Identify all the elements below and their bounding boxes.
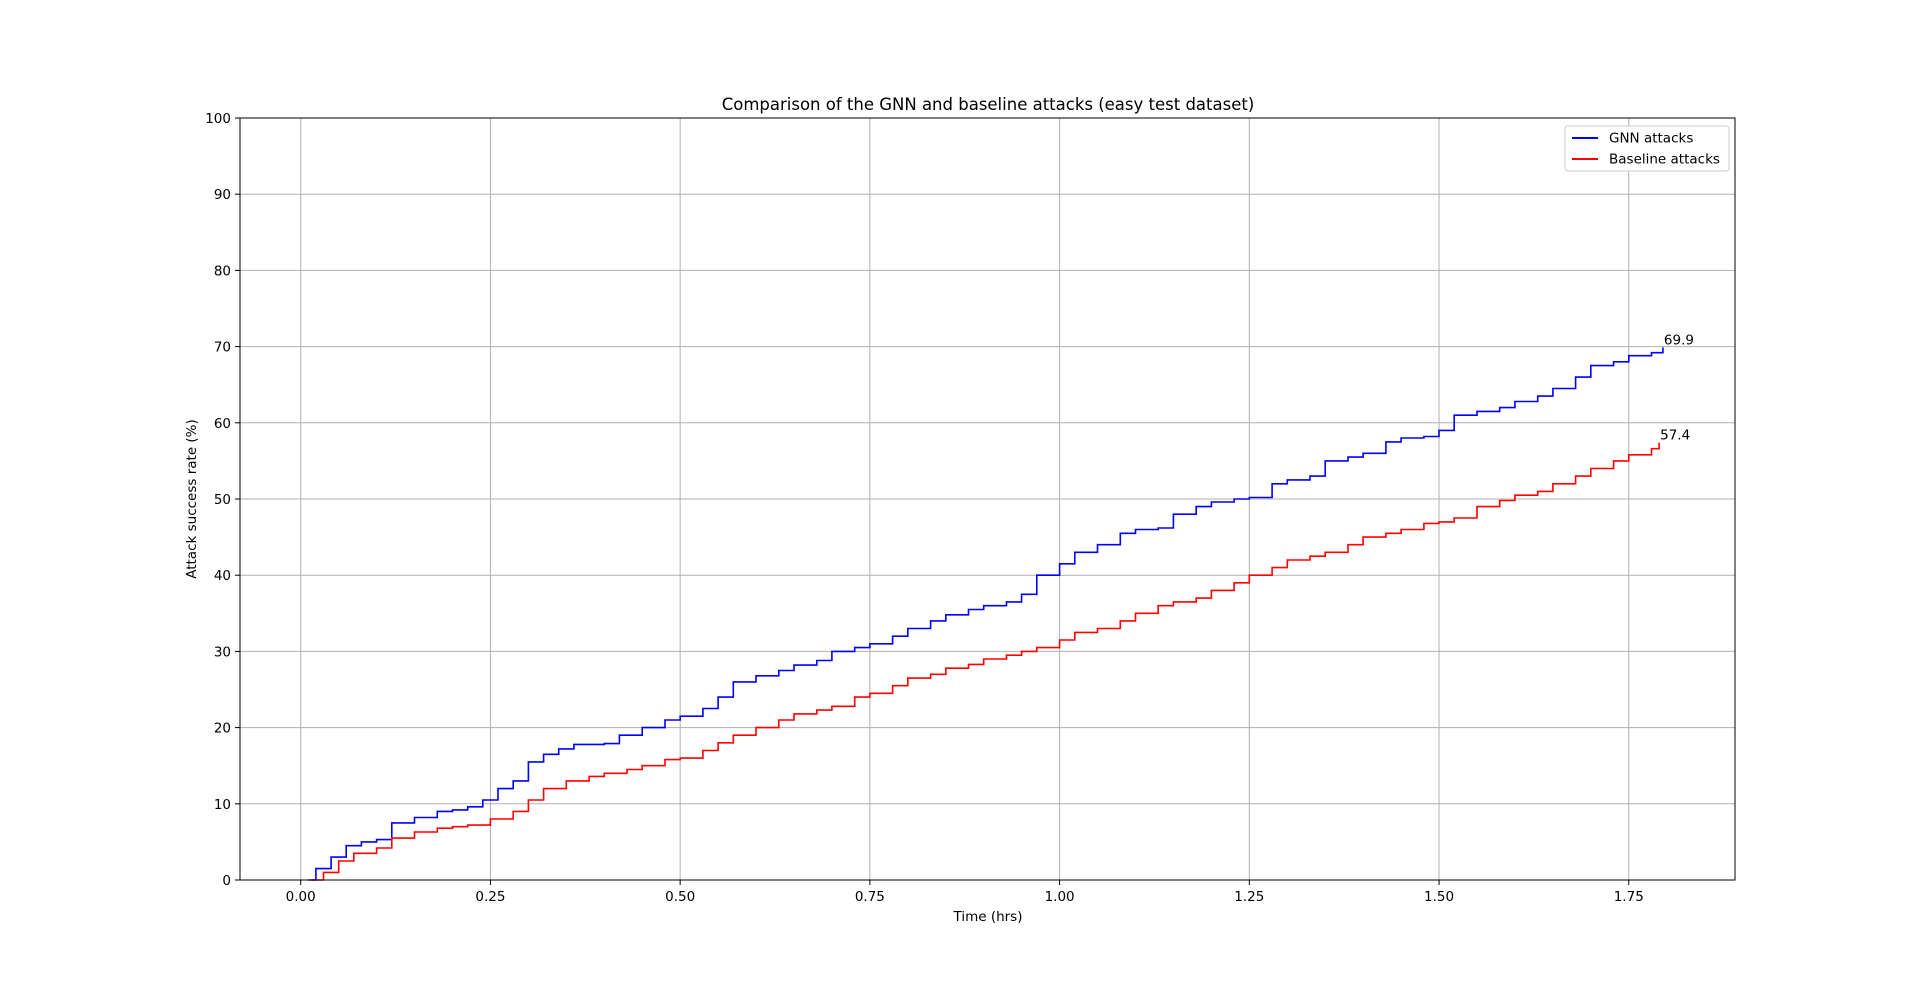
series-layer	[308, 347, 1664, 881]
x-tick-label: 0.25	[475, 889, 505, 905]
y-tick-label: 50	[214, 492, 231, 508]
legend-label-baseline: Baseline attacks	[1609, 152, 1720, 168]
y-tick-label: 70	[214, 340, 231, 356]
series-line-baseline	[312, 442, 1660, 881]
legend: GNN attacks Baseline attacks	[1564, 125, 1730, 172]
series-end-label-baseline: 57.4	[1660, 428, 1690, 444]
y-tick-label: 20	[214, 721, 231, 737]
y-tick-label: 40	[214, 568, 231, 584]
chart-title: Comparison of the GNN and baseline attac…	[722, 95, 1255, 114]
y-axis-label: Attack success rate (%)	[184, 419, 200, 579]
x-tick-label: 1.75	[1614, 889, 1644, 905]
y-tick-label: 0	[222, 873, 231, 889]
x-tick-label: 1.25	[1234, 889, 1264, 905]
series-end-label-gnn: 69.9	[1664, 332, 1694, 348]
y-tick-label: 100	[205, 111, 231, 127]
label-layer: 0.00 0.25 0.50 0.75 1.00 1.25 1.50 1.75 0 10 20 30 4…	[205, 111, 1694, 905]
x-tick-label: 0.50	[665, 889, 695, 905]
series-line-gnn	[308, 347, 1664, 881]
y-tick-label: 30	[214, 644, 231, 660]
tick-layer	[235, 117, 1630, 885]
legend-box	[1564, 125, 1730, 172]
legend-label-gnn: GNN attacks	[1609, 131, 1693, 147]
x-tick-label: 0.75	[855, 889, 885, 905]
x-axis-label: Time (hrs)	[952, 909, 1022, 925]
x-tick-label: 1.00	[1045, 889, 1075, 905]
y-tick-label: 80	[214, 263, 231, 279]
y-tick-label: 90	[214, 187, 231, 203]
y-tick-label: 60	[214, 416, 231, 432]
y-tick-label: 10	[214, 797, 231, 813]
x-tick-label: 0.00	[286, 889, 316, 905]
x-tick-label: 1.50	[1424, 889, 1454, 905]
